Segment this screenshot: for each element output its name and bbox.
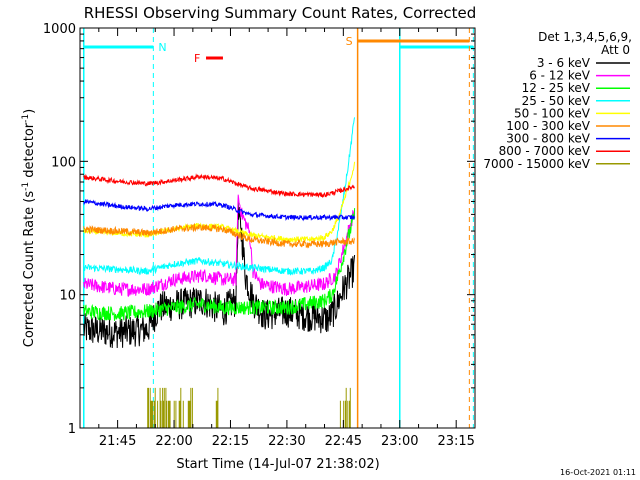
y-axis: 1 10 100 1000 — [43, 22, 475, 437]
annotations-layer — [83, 28, 474, 428]
x-tick-label: 23:00 — [381, 434, 418, 449]
legend-label-5: 100 - 300 keV — [506, 119, 590, 133]
x-tick-label: 22:45 — [325, 434, 362, 449]
series-spikes-8-0 — [147, 387, 193, 428]
y-tick-label: 100 — [51, 155, 76, 170]
series-line-5 — [83, 222, 356, 249]
series-spikes-8-1 — [215, 387, 219, 428]
timestamp: 16-Oct-2021 01:11 — [560, 468, 636, 477]
y-axis-label-main: Corrected Count Rate (s — [22, 191, 37, 348]
legend-label-2: 12 - 25 keV — [522, 81, 591, 95]
series-layer — [83, 117, 356, 428]
night-label: N — [158, 41, 166, 54]
y-axis-label-sup2: -1 — [21, 114, 31, 123]
flare-label: F — [194, 52, 200, 65]
x-tick-label: 22:00 — [155, 434, 192, 449]
legend-label-1: 6 - 12 keV — [529, 69, 591, 83]
y-tick-label: 1000 — [43, 22, 76, 37]
legend-header-line1: Det 1,3,4,5,6,9, — [538, 30, 632, 44]
y-axis-label-sup1: -1 — [21, 182, 31, 191]
x-tick-label: 22:30 — [268, 434, 305, 449]
chart-title: RHESSI Observing Summary Count Rates, Co… — [84, 4, 477, 22]
x-tick-label: 23:15 — [437, 434, 474, 449]
x-tick-label: 21:45 — [99, 434, 136, 449]
series-spikes-8-2 — [339, 387, 351, 428]
legend-label-3: 25 - 50 keV — [522, 94, 591, 108]
legend-label-7: 800 - 7000 keV — [499, 144, 591, 158]
legend-label-8: 7000 - 15000 keV — [483, 157, 590, 171]
x-tick-label: 22:15 — [212, 434, 249, 449]
saa-label: S — [346, 35, 353, 48]
legend-label-0: 3 - 6 keV — [537, 56, 591, 70]
y-axis-label: Corrected Count Rate (s-1 detector-1) — [21, 109, 37, 347]
y-axis-label-end: ) — [22, 109, 37, 114]
series-line-3 — [83, 117, 356, 276]
series-line-2 — [83, 208, 356, 321]
legend-label-6: 300 - 800 keV — [506, 132, 590, 146]
series-line-0 — [83, 201, 356, 349]
y-axis-label-mid: detector — [22, 122, 37, 182]
series-line-7 — [83, 173, 355, 199]
series-line-1 — [83, 194, 356, 297]
y-tick-label: 1 — [68, 422, 76, 437]
x-axis-label: Start Time (14-Jul-07 21:38:02) — [176, 457, 379, 472]
y-tick-label: 10 — [59, 289, 76, 304]
legend-label-4: 50 - 100 keV — [514, 106, 591, 120]
series-line-6 — [83, 198, 356, 222]
x-axis: 21:45 22:00 22:15 22:30 22:45 23:00 23:15 — [98, 28, 475, 449]
plot-frame — [79, 27, 476, 429]
legend-header-line2: Att 0 — [601, 43, 630, 57]
